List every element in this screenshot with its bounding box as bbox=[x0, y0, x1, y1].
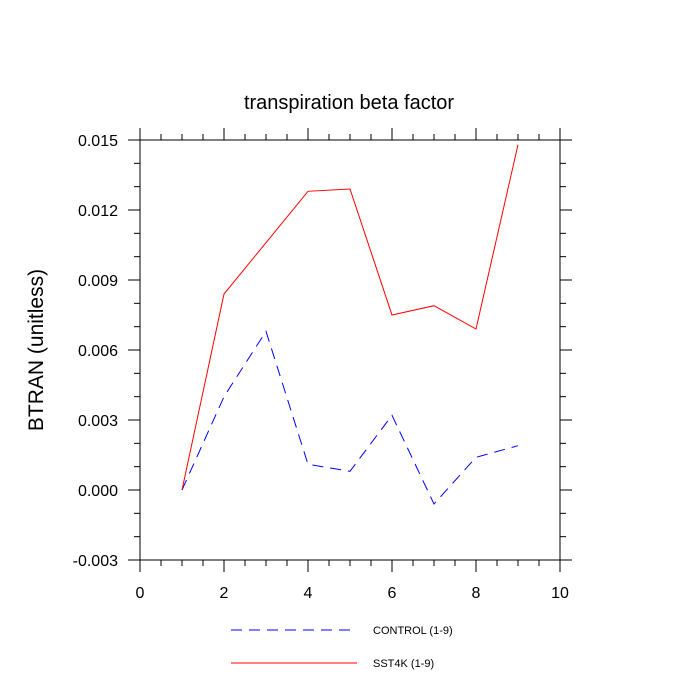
y-tick-label: -0.003 bbox=[73, 553, 118, 570]
y-axis-label: BTRAN (unitless) bbox=[25, 269, 48, 431]
y-tick-label: 0.000 bbox=[78, 483, 118, 500]
legend: CONTROL (1-9) SST4K (1-9) bbox=[231, 625, 453, 670]
y-tick-label: 0.003 bbox=[78, 413, 118, 430]
y-tick-labels: -0.003 0.000 0.003 0.006 0.009 0.012 0.015 bbox=[73, 133, 118, 570]
chart-title: transpiration beta factor bbox=[244, 92, 454, 114]
y-tick-label: 0.009 bbox=[78, 273, 118, 290]
y-tick-label: 0.006 bbox=[78, 343, 118, 360]
legend-label-1: SST4K (1-9) bbox=[373, 658, 434, 670]
x-tick-label: 4 bbox=[304, 585, 313, 602]
series-line-control bbox=[181, 330, 519, 505]
legend-label-0: CONTROL (1-9) bbox=[373, 625, 453, 637]
x-tick-label: 6 bbox=[388, 585, 397, 602]
x-tick-label: 8 bbox=[472, 585, 481, 602]
y-tick-label: 0.012 bbox=[78, 203, 118, 220]
x-tick-label: 10 bbox=[551, 585, 569, 602]
x-tick-label: 2 bbox=[220, 585, 229, 602]
series-line-sst4k bbox=[181, 144, 519, 491]
x-tick-labels: 0 2 4 6 8 10 bbox=[136, 585, 569, 602]
x-tick-label: 0 bbox=[136, 585, 145, 602]
y-tick-label: 0.015 bbox=[78, 133, 118, 150]
major-ticks bbox=[128, 128, 572, 572]
series-lines bbox=[181, 144, 519, 505]
plot-frame bbox=[139, 139, 561, 561]
minor-ticks bbox=[134, 134, 566, 566]
